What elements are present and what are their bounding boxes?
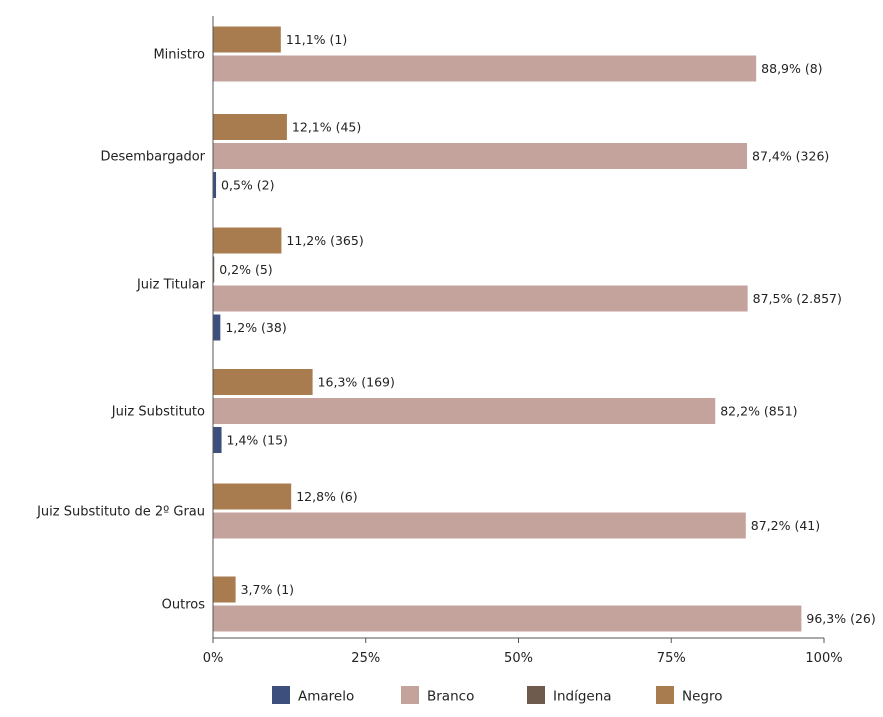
value-label-negro-outros: 3,7% (1) <box>241 582 294 597</box>
value-label-branco-juiz-titular: 87,5% (2.857) <box>753 291 842 306</box>
category-label-juiz-titular: Juiz Titular <box>136 278 206 293</box>
bar-negro-ministro <box>213 26 281 53</box>
bar-amarelo-desembargador <box>213 172 217 198</box>
bar-branco-ministro <box>213 55 757 82</box>
bar-branco-juiz-titular <box>213 285 748 312</box>
bar-indigena-juiz-titular <box>213 256 215 283</box>
category-label-outros: Outros <box>162 598 206 613</box>
legend-swatch-indigena <box>527 686 545 704</box>
bar-amarelo-juiz-titular <box>213 314 221 341</box>
plot-area: Ministro 11,1% (1) 88,9% (8) Desembargador 1… <box>36 16 876 666</box>
value-label-branco-desembargador: 87,4% (326) <box>752 149 829 164</box>
category-label-juiz-substituto: Juiz Substituto <box>111 405 205 420</box>
bar-branco-outros <box>213 605 802 632</box>
value-label-negro-desembargador: 12,1% (45) <box>292 120 361 135</box>
value-label-branco-ministro: 88,9% (8) <box>761 61 822 76</box>
legend: Amarelo Branco Indígena Negro <box>272 686 723 705</box>
category-label-juiz-substituto-de-2-grau: Juiz Substituto de 2º Grau <box>36 505 205 520</box>
x-tick-label-75: 75% <box>657 651 686 666</box>
legend-swatch-amarelo <box>272 686 290 704</box>
bar-negro-juiz-substituto-de-2-grau <box>213 483 292 510</box>
x-tick-label-50: 50% <box>504 651 533 666</box>
bar-negro-outros <box>213 576 236 603</box>
x-tick-label-100: 100% <box>805 651 842 666</box>
value-label-branco-juiz-substituto-de-2-grau: 87,2% (41) <box>751 518 820 533</box>
value-label-negro-juiz-titular: 11,2% (365) <box>286 233 363 248</box>
bar-amarelo-juiz-substituto <box>213 427 222 453</box>
x-tick-label-0: 0% <box>203 651 224 666</box>
value-label-negro-ministro: 11,1% (1) <box>286 32 347 47</box>
value-label-negro-juiz-substituto: 16,3% (169) <box>318 375 395 390</box>
value-label-indigena-juiz-titular: 0,2% (5) <box>219 262 272 277</box>
category-label-ministro: Ministro <box>153 48 205 63</box>
bar-branco-desembargador <box>213 143 748 169</box>
bar-branco-juiz-substituto <box>213 398 716 424</box>
value-label-branco-outros: 96,3% (26) <box>806 611 875 626</box>
value-label-amarelo-desembargador: 0,5% (2) <box>221 178 274 193</box>
legend-label-negro: Negro <box>682 689 723 705</box>
legend-swatch-branco <box>401 686 419 704</box>
value-label-amarelo-juiz-titular: 1,2% (38) <box>225 320 286 335</box>
bar-negro-desembargador <box>213 114 287 140</box>
x-tick-label-25: 25% <box>351 651 380 666</box>
category-label-desembargador: Desembargador <box>100 150 205 165</box>
value-label-negro-juiz-substituto-de-2-grau: 12,8% (6) <box>296 489 357 504</box>
value-label-branco-juiz-substituto: 82,2% (851) <box>720 404 797 419</box>
legend-label-indigena: Indígena <box>553 689 612 705</box>
legend-label-amarelo: Amarelo <box>298 689 354 705</box>
legend-label-branco: Branco <box>427 689 474 705</box>
value-label-amarelo-juiz-substituto: 1,4% (15) <box>227 433 288 448</box>
bar-negro-juiz-substituto <box>213 369 313 395</box>
legend-swatch-negro <box>656 686 674 704</box>
bar-negro-juiz-titular <box>213 227 282 254</box>
bar-branco-juiz-substituto-de-2-grau <box>213 512 746 539</box>
